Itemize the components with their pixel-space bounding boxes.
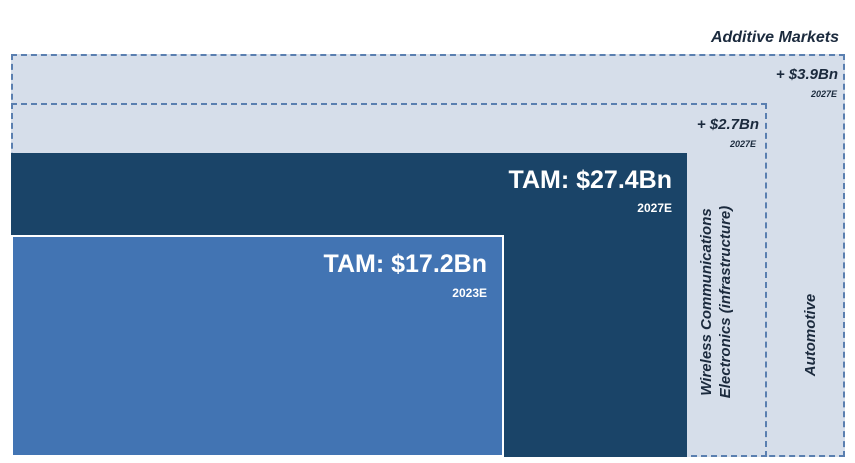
additive-markets-title: Additive Markets	[710, 29, 839, 46]
wireless-segment-line2: Electronics (infrastructure)	[717, 205, 734, 399]
wireless-value: + $2.7Bn	[696, 116, 759, 133]
tam-2023-year: 2023E	[452, 286, 487, 300]
automotive-value: + $3.9Bn	[775, 66, 838, 83]
automotive-year: 2027E	[810, 89, 837, 99]
wireless-segment-line1: Wireless Communications	[698, 208, 715, 396]
automotive-segment-label: Automotive	[802, 293, 819, 377]
wireless-year: 2027E	[729, 139, 756, 149]
tam-2027-year: 2027E	[637, 201, 672, 215]
tam-2027-label: TAM: $27.4Bn	[508, 166, 672, 194]
tam-2023-label: TAM: $17.2Bn	[323, 250, 487, 278]
tam-2023-box	[11, 235, 504, 457]
wireless-segment-label: Wireless Communications Electronics (inf…	[697, 172, 737, 432]
